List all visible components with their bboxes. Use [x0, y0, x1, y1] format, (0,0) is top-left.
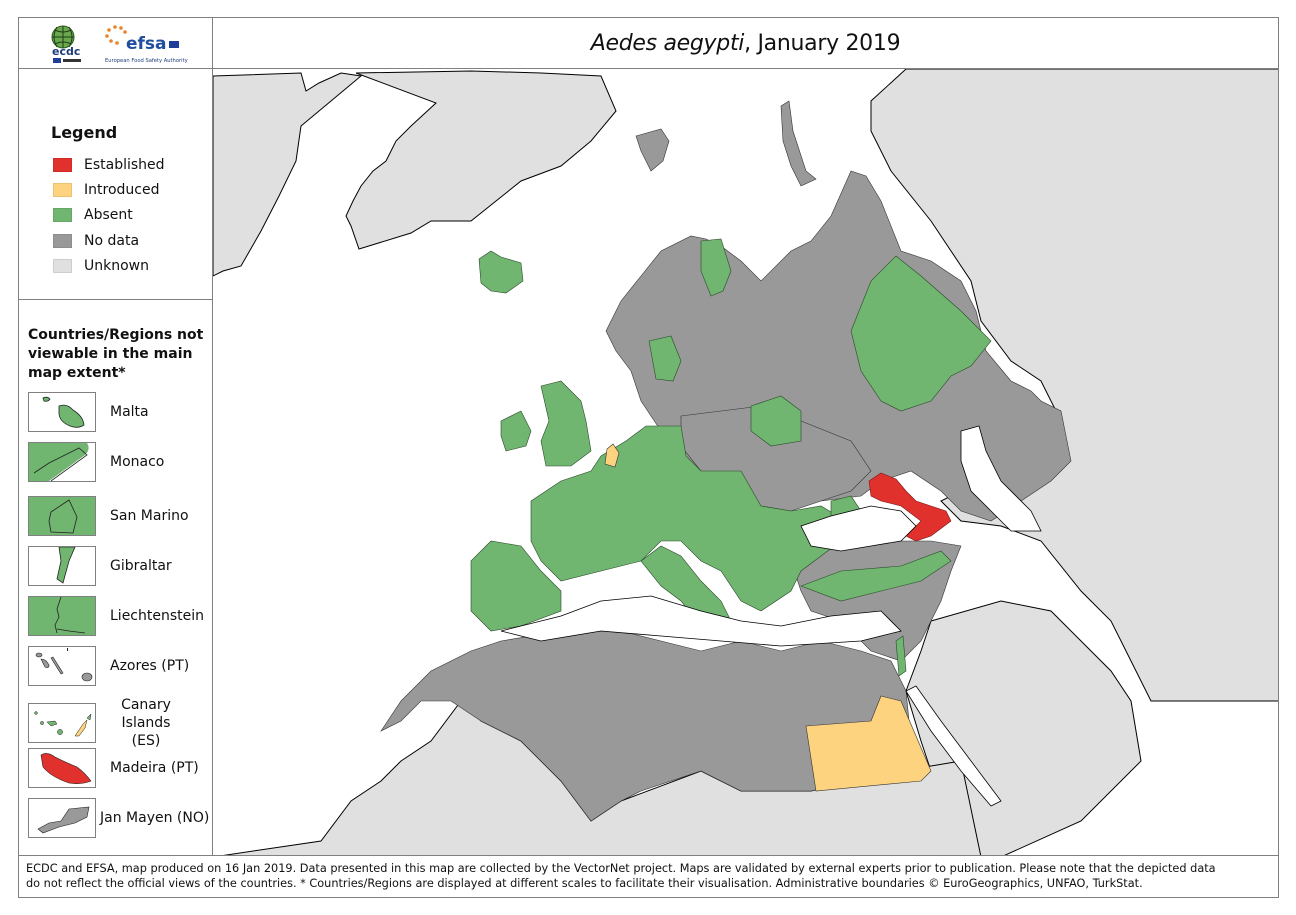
map-title-bar: Aedes aegypti, January 2019	[212, 17, 1279, 69]
inset-label: Liechtenstein	[110, 608, 205, 624]
inset-jan-mayen: Jan Mayen (NO)	[28, 798, 209, 838]
title-date: , January 2019	[744, 30, 901, 56]
legend-label: Absent	[84, 207, 133, 223]
no-data-swatch	[53, 234, 72, 248]
legend-item-unknown: Unknown	[53, 257, 149, 275]
legend-label: No data	[84, 233, 140, 249]
absent-swatch	[53, 208, 72, 222]
jan-mayen-inset-map	[28, 798, 96, 838]
inset-label: Madeira (PT)	[110, 760, 199, 776]
svg-text:ecdc: ecdc	[52, 45, 80, 58]
legend-panel: Legend Established Introduced Absent No …	[18, 68, 213, 300]
choropleth-map[interactable]	[212, 68, 1279, 856]
inset-malta: Malta	[28, 392, 149, 432]
inset-label: Canary Islands (ES)	[121, 697, 171, 749]
svg-text:efsa: efsa	[126, 34, 167, 54]
map-footer: ECDC and EFSA, map produced on 16 Jan 20…	[18, 855, 1279, 898]
azores-inset-map	[28, 646, 96, 686]
legend-title: Legend	[51, 123, 118, 142]
monaco-inset-map	[28, 442, 96, 482]
inset-azores: Azores (PT)	[28, 646, 189, 686]
inset-title: Countries/Regions not viewable in the ma…	[28, 327, 204, 381]
legend-label: Established	[84, 157, 165, 173]
malta-inset-map	[28, 392, 96, 432]
footer-line-2: do not reflect the official views of the…	[26, 877, 1143, 890]
legend-item-established: Established	[53, 156, 165, 174]
inset-panel: Countries/Regions not viewable in the ma…	[18, 299, 213, 856]
inset-label: Azores (PT)	[110, 658, 190, 674]
logo-panel: ecdc efsa European Food Safety Authority	[18, 17, 213, 69]
map-canvas	[213, 69, 1278, 855]
inset-gibraltar: Gibraltar	[28, 546, 172, 586]
established-swatch	[53, 158, 72, 172]
inset-label: Monaco	[110, 454, 165, 470]
inset-madeira: Madeira (PT)	[28, 748, 199, 788]
san-marino-inset-map	[28, 496, 96, 536]
inset-label: Jan Mayen (NO)	[100, 810, 210, 826]
canary-islands-inset-map	[28, 703, 96, 743]
inset-monaco: Monaco	[28, 442, 164, 482]
inset-san-marino: San Marino	[28, 496, 189, 536]
inset-label: Malta	[110, 404, 149, 420]
established-regions	[868, 472, 952, 542]
water-bodies	[500, 425, 1042, 807]
ecdc-globe-icon	[51, 25, 75, 49]
introduced-swatch	[53, 183, 72, 197]
legend-item-absent: Absent	[53, 206, 133, 224]
map-title: Aedes aegypti, January 2019	[591, 31, 901, 56]
legend-label: Unknown	[84, 258, 149, 274]
legend-item-no-data: No data	[53, 232, 139, 250]
svg-text:European Food Safety Authority: European Food Safety Authority	[105, 58, 188, 64]
efsa-logo-icon	[105, 25, 127, 45]
inset-canary-islands: Canary Islands (ES)	[28, 696, 186, 750]
introduced-regions	[604, 443, 932, 792]
inset-label: San Marino	[110, 508, 189, 524]
gibraltar-inset-map	[28, 546, 96, 586]
legend-label: Introduced	[84, 182, 160, 198]
liechtenstein-inset-map	[28, 596, 96, 636]
unknown-swatch	[53, 259, 72, 273]
footer-line-1: ECDC and EFSA, map produced on 16 Jan 20…	[26, 862, 1216, 875]
ecdc-logo: ecdc efsa European Food Safety Authority	[51, 25, 188, 64]
species-name: Aedes aegypti	[590, 30, 745, 56]
legend-item-introduced: Introduced	[53, 181, 159, 199]
inset-label: Gibraltar	[110, 558, 172, 574]
madeira-inset-map	[28, 748, 96, 788]
inset-liechtenstein: Liechtenstein	[28, 596, 204, 636]
